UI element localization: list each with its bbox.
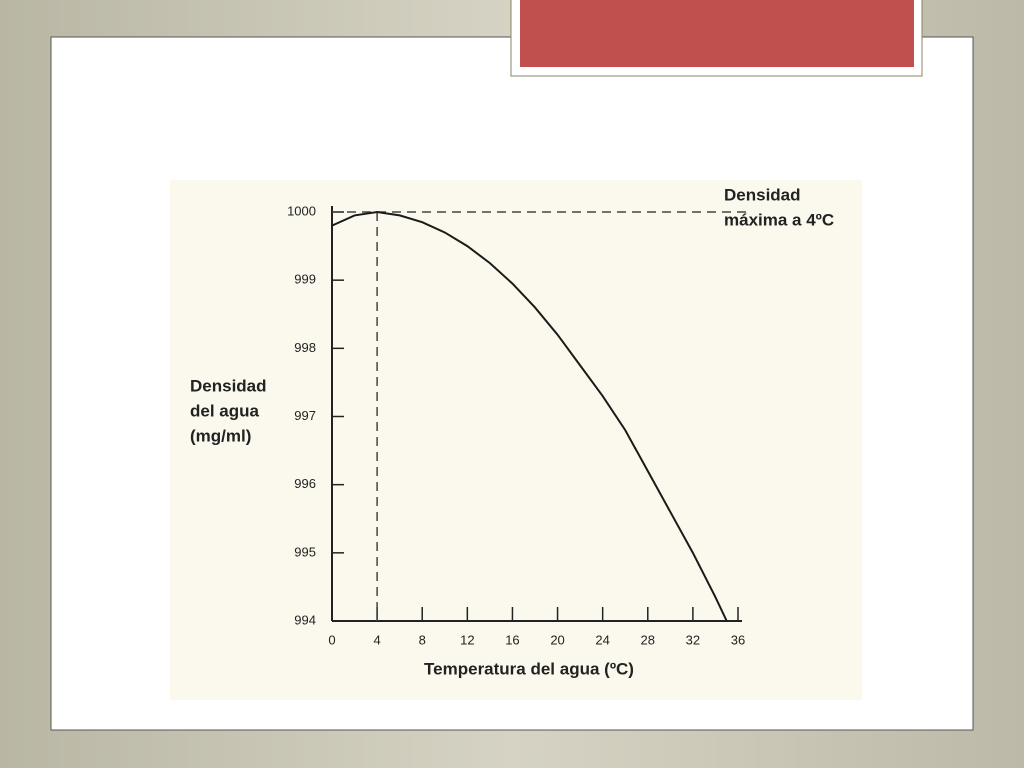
y-tick-label: 999 bbox=[294, 272, 316, 287]
x-tick-label: 4 bbox=[373, 632, 380, 647]
x-tick-label: 12 bbox=[460, 632, 474, 647]
annotation: máxima a 4ºC bbox=[724, 210, 834, 229]
y-tick-label: 995 bbox=[294, 544, 316, 559]
data-line bbox=[331, 210, 728, 622]
title-box bbox=[520, 0, 914, 67]
x-tick-label: 20 bbox=[550, 632, 564, 647]
y-tick-label: 994 bbox=[294, 612, 316, 627]
y-label: (mg/ml) bbox=[190, 426, 251, 445]
x-tick-label: 24 bbox=[595, 632, 609, 647]
x-tick-label: 8 bbox=[419, 632, 426, 647]
x-tick-label: 16 bbox=[505, 632, 519, 647]
x-tick-label: 32 bbox=[686, 632, 700, 647]
x-tick-label: 0 bbox=[328, 632, 335, 647]
y-tick-label: 1000 bbox=[287, 203, 316, 218]
plot: 994 995 996 997 998 999 1000 0 4 8 12 16 20 24 28 32 36 bbox=[287, 203, 750, 647]
y-tick-label: 998 bbox=[294, 340, 316, 355]
x-label: Temperatura del agua (ºC) bbox=[424, 659, 634, 678]
chart-area bbox=[170, 180, 862, 700]
y-tick-label: 997 bbox=[294, 408, 316, 423]
y-label: Densidad bbox=[190, 376, 267, 395]
x-tick-label: 36 bbox=[731, 632, 745, 647]
annotation: Densidad bbox=[724, 185, 801, 204]
y-label: del agua bbox=[190, 401, 260, 420]
y-tick-label: 996 bbox=[294, 476, 316, 491]
x-tick-label: 28 bbox=[641, 632, 655, 647]
